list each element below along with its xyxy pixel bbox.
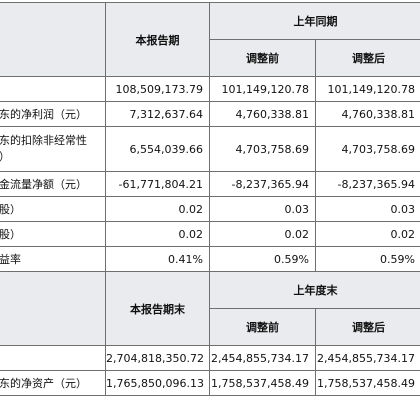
prior-year-end-header: 上年度末	[209, 271, 420, 309]
before-value: 0.02	[209, 221, 316, 247]
row-label	[0, 345, 106, 371]
after-adjustment-header: 调整后	[315, 308, 420, 346]
before-value: 2,454,855,734.17	[209, 345, 316, 371]
after-value: 4,760,338.81	[315, 101, 420, 127]
row-label	[0, 76, 106, 102]
after-value: 1,758,537,458.49	[315, 370, 420, 396]
before-value: 0.03	[209, 196, 316, 222]
current-value: 0.02	[105, 196, 210, 222]
current-value: 0.02	[105, 221, 210, 247]
table-row: 108,509,173.79 101,149,120.78 101,149,12…	[0, 76, 420, 102]
after-value: 4,703,758.69	[315, 126, 420, 172]
after-value: 0.03	[315, 196, 420, 222]
header-blank-cell	[0, 271, 106, 346]
before-value: 4,703,758.69	[209, 126, 316, 172]
table-row: 东的净利润（元） 7,312,637.64 4,760,338.81 4,760…	[0, 101, 420, 127]
row-label: 东的扣除非经常性 ）	[0, 126, 106, 172]
prior-period-header: 上年同期	[209, 2, 420, 40]
table-row: 东的净资产（元） 1,765,850,096.13 1,758,537,458.…	[0, 370, 420, 396]
table-row: 东的扣除非经常性 ） 6,554,039.66 4,703,758.69 4,7…	[0, 126, 420, 172]
row-label: 东的净利润（元）	[0, 101, 106, 127]
after-adjustment-header: 调整后	[315, 39, 420, 77]
current-value: 108,509,173.79	[105, 76, 210, 102]
row-label-line1: 东的扣除非经常性	[0, 134, 87, 147]
row-label: 金流量净额（元）	[0, 171, 106, 197]
current-value: 2,704,818,350.72	[105, 345, 210, 371]
current-value: 0.41%	[105, 246, 210, 272]
after-value: 0.02	[315, 221, 420, 247]
current-period-header: 本报告期	[105, 2, 210, 77]
row-label: 股）	[0, 196, 106, 222]
header-blank-cell	[0, 2, 106, 77]
before-value: 4,760,338.81	[209, 101, 316, 127]
current-value: 1,765,850,096.13	[105, 370, 210, 396]
before-adjustment-header: 调整前	[209, 308, 316, 346]
table-row: 2,704,818,350.72 2,454,855,734.17 2,454,…	[0, 345, 420, 371]
row-label: 东的净资产（元）	[0, 370, 106, 396]
row-label-line2: ）	[0, 150, 10, 163]
row-label: 股）	[0, 221, 106, 247]
current-value: 6,554,039.66	[105, 126, 210, 172]
before-adjustment-header: 调整前	[209, 39, 316, 77]
after-value: 0.59%	[315, 246, 420, 272]
table-row: 股） 0.02 0.03 0.03	[0, 196, 420, 222]
current-value: 7,312,637.64	[105, 101, 210, 127]
before-value: 1,758,537,458.49	[209, 370, 316, 396]
after-value: 101,149,120.78	[315, 76, 420, 102]
table-row: 股） 0.02 0.02 0.02	[0, 221, 420, 247]
before-value: 0.59%	[209, 246, 316, 272]
table-row: 益率 0.41% 0.59% 0.59%	[0, 246, 420, 272]
before-value: 101,149,120.78	[209, 76, 316, 102]
section2-header-row: 本报告期末 上年度末	[0, 271, 420, 346]
section1-header-row: 本报告期 上年同期	[0, 2, 420, 77]
period-end-header: 本报告期末	[105, 271, 210, 346]
section2-subheader-row: 调整前 调整后	[0, 308, 420, 346]
current-value: -61,771,804.21	[105, 171, 210, 197]
table-row: 金流量净额（元） -61,771,804.21 -8,237,365.94 -8…	[0, 171, 420, 197]
before-value: -8,237,365.94	[209, 171, 316, 197]
financial-table: 本报告期 上年同期 调整前 调整后 108,509,173.79 101,149…	[0, 2, 420, 396]
row-label: 益率	[0, 246, 106, 272]
after-value: -8,237,365.94	[315, 171, 420, 197]
after-value: 2,454,855,734.17	[315, 345, 420, 371]
